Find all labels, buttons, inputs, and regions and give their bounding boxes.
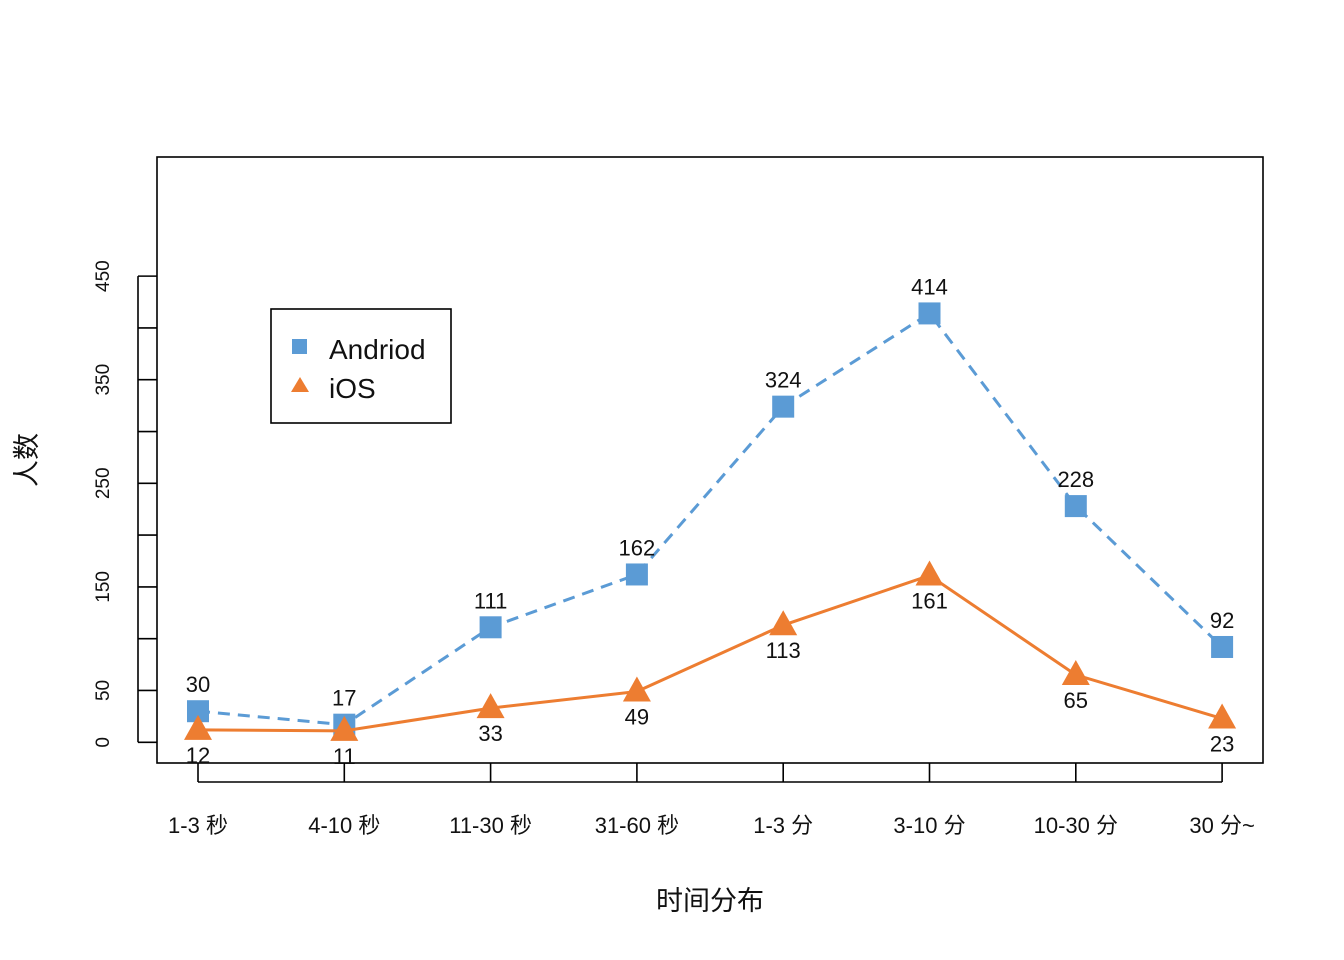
data-label-andriod: 162 — [619, 535, 656, 560]
data-label-ios: 65 — [1064, 688, 1088, 713]
point-andriod — [1064, 495, 1087, 518]
point-ios — [622, 676, 651, 702]
legend-andriod-label: Andriod — [329, 334, 426, 365]
x-axis: 1-3 秒 4-10 秒 11-30 秒 31-60 秒 1-3 分 3-10 分 10-3… — [168, 763, 1255, 838]
x-tick-label: 3-10 分 — [893, 813, 965, 838]
x-tick-label: 1-3 分 — [753, 813, 813, 838]
data-label-ios: 49 — [625, 705, 649, 730]
data-label-ios: 23 — [1210, 731, 1234, 756]
point-ios — [915, 560, 944, 586]
point-ios — [476, 693, 505, 719]
x-axis-title: 时间分布 — [656, 886, 764, 917]
data-label-ios: 12 — [186, 743, 210, 768]
data-label-andriod: 17 — [332, 686, 356, 711]
x-tick-label: 11-30 秒 — [449, 813, 532, 838]
series-line-ios — [197, 573, 1223, 733]
data-label-andriod: 30 — [186, 672, 210, 697]
point-ios — [1208, 703, 1237, 729]
data-label-ios: 11 — [333, 744, 356, 769]
point-andriod — [772, 395, 795, 418]
data-label-ios: 113 — [766, 638, 801, 663]
legend-andriod-marker — [292, 339, 307, 354]
y-tick-label: 250 — [93, 467, 114, 499]
data-label-andriod: 228 — [1057, 467, 1094, 492]
y-axis-title: 人数 — [12, 433, 43, 487]
y-axis: 0 50 150 250 350 450 — [93, 260, 157, 748]
x-tick-label: 10-30 分 — [1034, 813, 1118, 838]
point-andriod — [479, 616, 502, 639]
data-label-layer: 30 17 111 162 324 414 228 92 12 11 33 49 113 161 65 23 — [186, 274, 1235, 768]
series-layer — [184, 302, 1237, 741]
data-label-andriod: 92 — [1210, 608, 1234, 633]
data-label-ios: 161 — [911, 589, 948, 614]
point-andriod — [1211, 635, 1234, 658]
point-andriod — [625, 563, 648, 586]
y-tick-label: 150 — [93, 571, 114, 603]
x-tick-label: 30 分~ — [1189, 813, 1254, 838]
data-label-ios: 33 — [478, 721, 502, 746]
legend-ios-label: iOS — [329, 373, 376, 404]
point-andriod — [187, 700, 209, 723]
point-ios — [330, 715, 359, 741]
legend: Andriod iOS — [270, 308, 452, 424]
data-label-andriod: 324 — [765, 368, 802, 393]
y-tick-label: 0 — [93, 737, 114, 748]
data-label-andriod: 414 — [911, 274, 948, 299]
x-tick-label: 31-60 秒 — [595, 813, 679, 838]
y-tick-label: 50 — [93, 680, 114, 701]
x-tick-label: 1-3 秒 — [168, 813, 228, 838]
x-tick-label: 4-10 秒 — [308, 813, 380, 838]
legend-box — [270, 308, 452, 424]
y-tick-label: 450 — [93, 260, 114, 292]
point-ios — [769, 610, 798, 636]
point-ios — [184, 714, 212, 740]
point-ios — [1061, 659, 1090, 685]
series-line-andriod — [197, 311, 1224, 727]
y-tick-label: 350 — [93, 364, 114, 396]
point-andriod — [918, 302, 941, 325]
legend-ios-marker — [291, 377, 309, 392]
data-label-andriod: 111 — [474, 588, 507, 613]
plot-frame — [156, 156, 1264, 764]
